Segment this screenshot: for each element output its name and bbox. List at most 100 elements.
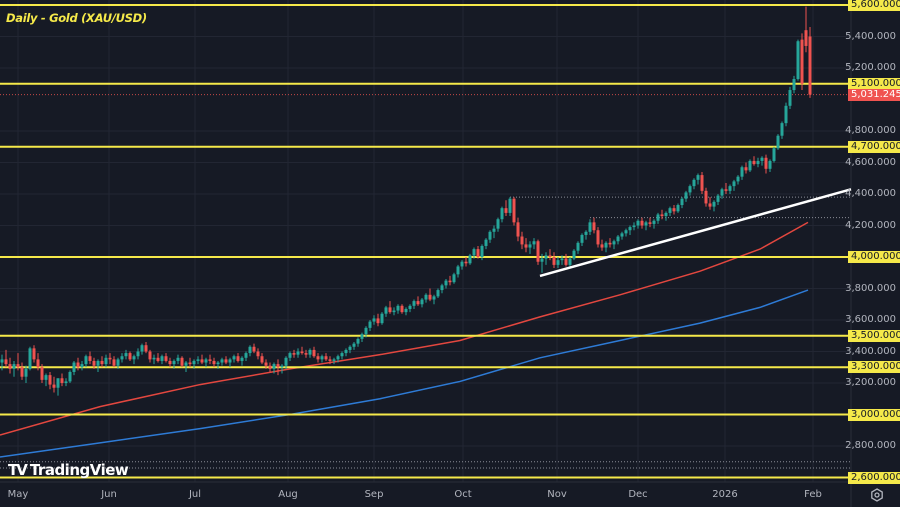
candle-body[interactable]: [180, 357, 184, 366]
candle-body[interactable]: [732, 181, 736, 187]
candle-body[interactable]: [168, 360, 172, 365]
candle-body[interactable]: [636, 220, 640, 226]
candle-body[interactable]: [684, 192, 688, 199]
candle-body[interactable]: [408, 305, 412, 309]
candle-body[interactable]: [764, 157, 768, 169]
candle-body[interactable]: [68, 371, 72, 382]
candle-body[interactable]: [660, 214, 664, 217]
candle-body[interactable]: [340, 353, 344, 357]
candle-body[interactable]: [572, 250, 576, 259]
candle-body[interactable]: [540, 258, 544, 262]
candle-body[interactable]: [580, 234, 584, 243]
candle-body[interactable]: [244, 353, 248, 358]
candle-body[interactable]: [376, 318, 380, 324]
candle-body[interactable]: [52, 384, 56, 388]
candle-body[interactable]: [420, 299, 424, 305]
candle-body[interactable]: [484, 239, 488, 246]
candle-body[interactable]: [100, 360, 104, 365]
candle-body[interactable]: [476, 249, 480, 257]
candle-body[interactable]: [652, 220, 656, 224]
candle-body[interactable]: [76, 362, 80, 368]
candle-body[interactable]: [592, 222, 596, 231]
candle-body[interactable]: [600, 244, 604, 248]
candle-body[interactable]: [516, 222, 520, 237]
candle-body[interactable]: [808, 36, 812, 95]
candle-body[interactable]: [256, 351, 260, 357]
candle-body[interactable]: [564, 258, 568, 265]
candle-body[interactable]: [760, 157, 764, 161]
candle-body[interactable]: [356, 338, 360, 344]
candle-body[interactable]: [276, 364, 280, 368]
candle-body[interactable]: [288, 353, 292, 358]
candle-body[interactable]: [588, 222, 592, 232]
candle-body[interactable]: [648, 222, 652, 224]
candle-body[interactable]: [544, 255, 548, 259]
candle-body[interactable]: [552, 257, 556, 265]
candle-body[interactable]: [372, 318, 376, 322]
candle-body[interactable]: [332, 359, 336, 361]
candle-body[interactable]: [144, 345, 148, 352]
candle-body[interactable]: [380, 313, 384, 324]
candle-body[interactable]: [804, 30, 808, 46]
candle-body[interactable]: [224, 359, 228, 363]
candle-body[interactable]: [784, 105, 788, 124]
candle-body[interactable]: [4, 359, 8, 365]
candle-body[interactable]: [228, 359, 232, 363]
candle-body[interactable]: [532, 241, 536, 245]
candle-body[interactable]: [464, 261, 468, 264]
candle-body[interactable]: [664, 212, 668, 217]
candle-body[interactable]: [40, 367, 44, 380]
candle-body[interactable]: [352, 343, 356, 347]
candle-body[interactable]: [156, 357, 160, 361]
candle-body[interactable]: [328, 359, 332, 361]
candle-body[interactable]: [656, 214, 660, 221]
candle-body[interactable]: [780, 123, 784, 136]
candle-body[interactable]: [148, 351, 152, 360]
candle-body[interactable]: [120, 356, 124, 360]
candle-body[interactable]: [620, 233, 624, 237]
moving-average-blue[interactable]: [0, 289, 809, 458]
candle-body[interactable]: [740, 167, 744, 177]
candle-body[interactable]: [512, 198, 516, 223]
candle-body[interactable]: [172, 360, 176, 365]
candle-body[interactable]: [280, 365, 284, 368]
candle-body[interactable]: [272, 364, 276, 369]
candle-body[interactable]: [604, 242, 608, 248]
candle-body[interactable]: [788, 90, 792, 106]
candle-body[interactable]: [456, 266, 460, 275]
candle-body[interactable]: [8, 364, 12, 369]
candle-body[interactable]: [384, 307, 388, 314]
candle-body[interactable]: [404, 308, 408, 313]
candle-body[interactable]: [84, 356, 88, 365]
candle-body[interactable]: [460, 261, 464, 267]
candle-body[interactable]: [320, 356, 324, 360]
candle-body[interactable]: [528, 244, 532, 248]
candle-body[interactable]: [520, 236, 524, 245]
candle-body[interactable]: [800, 39, 804, 84]
candle-body[interactable]: [728, 186, 732, 191]
candle-body[interactable]: [316, 356, 320, 360]
candle-body[interactable]: [492, 228, 496, 232]
candle-body[interactable]: [56, 378, 60, 388]
chart-settings-button[interactable]: [870, 488, 884, 502]
candle-body[interactable]: [24, 368, 28, 377]
candle-body[interactable]: [304, 353, 308, 355]
candle-body[interactable]: [440, 285, 444, 291]
candle-body[interactable]: [284, 357, 288, 366]
candle-body[interactable]: [756, 160, 760, 165]
candle-body[interactable]: [296, 351, 300, 355]
candle-body[interactable]: [212, 360, 216, 365]
candle-body[interactable]: [16, 364, 20, 368]
candle-body[interactable]: [500, 208, 504, 220]
candle-body[interactable]: [508, 198, 512, 213]
candle-body[interactable]: [28, 348, 32, 369]
candle-body[interactable]: [208, 359, 212, 361]
candle-body[interactable]: [708, 203, 712, 207]
candle-body[interactable]: [568, 258, 572, 265]
candle-body[interactable]: [44, 375, 48, 380]
candle-body[interactable]: [252, 346, 256, 352]
candle-body[interactable]: [400, 305, 404, 313]
candle-body[interactable]: [696, 175, 700, 180]
